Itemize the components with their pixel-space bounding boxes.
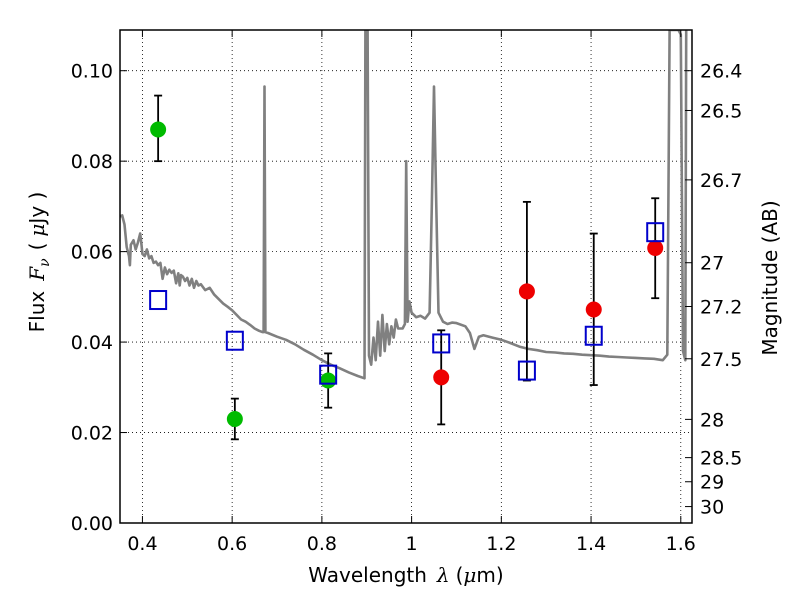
model-point-square — [584, 325, 603, 346]
x-tick-label: 0.8 — [307, 533, 337, 555]
data-point-circle — [433, 369, 450, 386]
model-point-square — [149, 290, 168, 311]
model-point-square — [225, 330, 244, 351]
data-point-circle — [226, 410, 243, 427]
y-tick-label: 0.04 — [71, 332, 113, 354]
magnitude-tick-label: 26.7 — [700, 170, 742, 192]
magnitude-tick-label: 30 — [700, 497, 724, 519]
x-tick-label: 1.2 — [486, 533, 516, 555]
magnitude-tick-label: 26.5 — [700, 100, 742, 122]
tick-marks — [120, 30, 692, 524]
y-tick-label: 0.08 — [71, 151, 113, 173]
y-tick-label: 0.00 — [71, 513, 113, 535]
data-point-circle — [585, 301, 602, 318]
model-point-square — [319, 364, 338, 385]
data-point-circle — [150, 121, 167, 138]
y-axis-label: FluxFν(μJy ) — [25, 192, 53, 333]
x-tick-label: 0.4 — [127, 533, 157, 555]
magnitude-tick-label: 28 — [700, 409, 724, 431]
model-point-square — [646, 222, 665, 243]
x-tick-label: 0.6 — [217, 533, 247, 555]
x-tick-label: 1 — [406, 533, 418, 555]
magnitude-tick-label: 27.2 — [700, 297, 742, 319]
model-point-square — [432, 333, 451, 354]
magnitude-tick-label: 29 — [700, 472, 724, 494]
y-tick-label: 0.02 — [71, 423, 113, 445]
magnitude-axis-label: Magnitude (AB) — [758, 200, 782, 355]
tick-labels: 0.4 0.6 0.8 1 1.2 1.4 1.6 0.00 0.02 0.04 0.06 0.08 0… — [71, 61, 743, 555]
plot-area — [120, 30, 688, 441]
magnitude-tick-label: 28.5 — [700, 448, 742, 470]
x-tick-label: 1.6 — [666, 533, 696, 555]
magnitude-tick-label: 27.5 — [700, 349, 742, 371]
magnitude-tick-label: 26.4 — [700, 61, 742, 83]
data-point-circle — [518, 283, 535, 300]
y-tick-label: 0.10 — [71, 61, 113, 83]
y-tick-label: 0.06 — [71, 242, 113, 264]
axes-frame — [119, 29, 693, 524]
data-point-circle — [320, 372, 337, 389]
x-tick-label: 1.4 — [576, 533, 606, 555]
x-axis-label: Wavelength λ (μm) — [308, 563, 503, 587]
template-spectrum-line — [120, 30, 688, 380]
data-point-circle — [647, 240, 664, 257]
magnitude-tick-label: 27 — [700, 253, 724, 275]
model-point-square — [517, 360, 536, 381]
